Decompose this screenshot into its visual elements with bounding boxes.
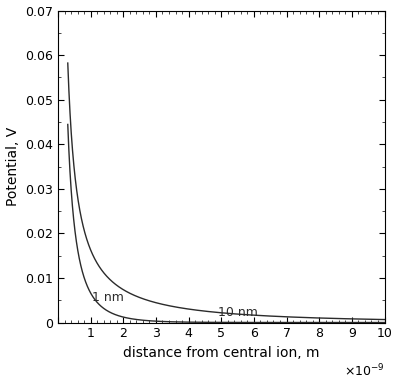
Text: 1 nm: 1 nm <box>92 291 124 304</box>
X-axis label: distance from central ion, m: distance from central ion, m <box>123 346 320 360</box>
Text: $\times10^{-9}$: $\times10^{-9}$ <box>344 363 384 380</box>
Text: 10 nm: 10 nm <box>218 306 258 319</box>
Y-axis label: Potential, V: Potential, V <box>6 127 20 206</box>
